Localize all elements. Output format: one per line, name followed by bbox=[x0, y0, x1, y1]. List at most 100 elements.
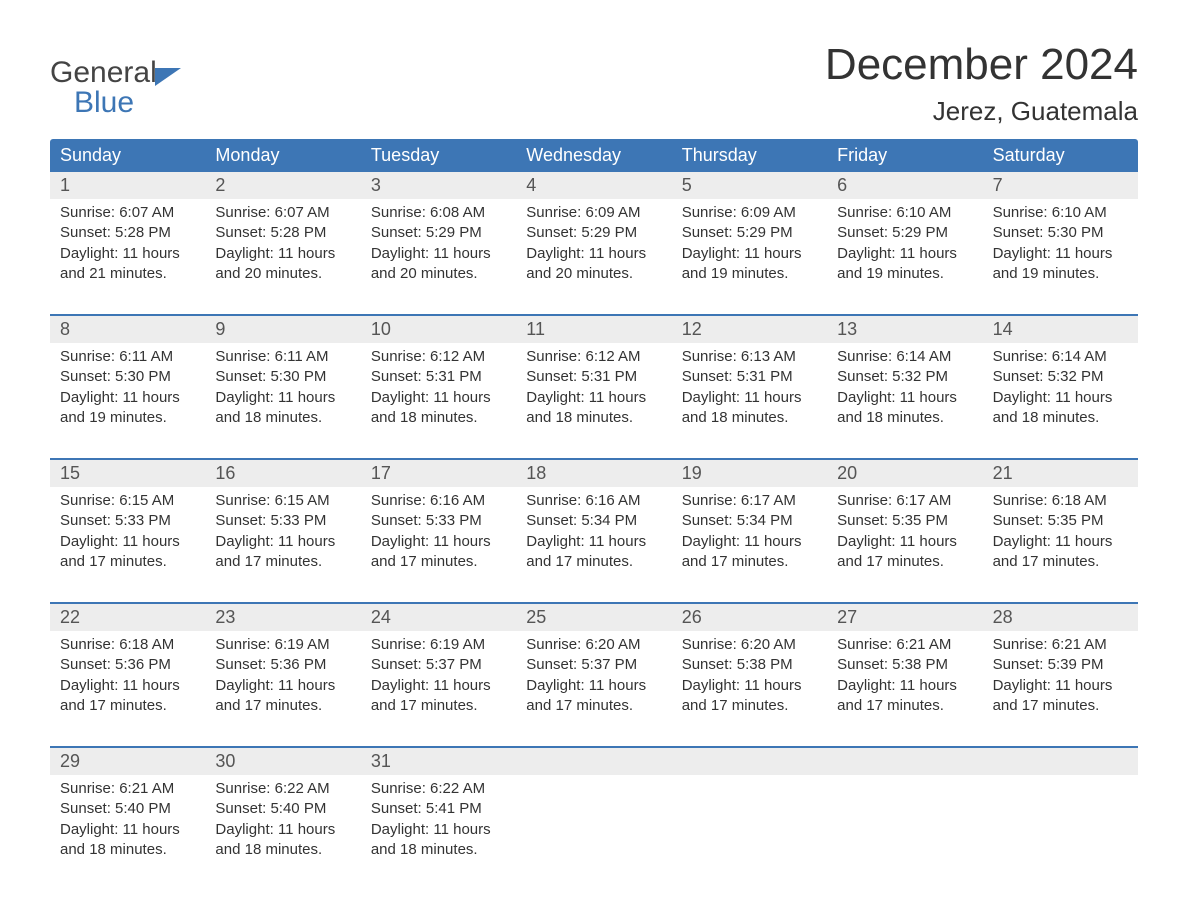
day-daylight1: Daylight: 11 hours bbox=[837, 676, 972, 696]
day-sunrise: Sunrise: 6:09 AM bbox=[526, 203, 661, 223]
logo-line1: General bbox=[50, 56, 157, 89]
day-number: 21 bbox=[983, 460, 1138, 487]
weekday-label: Tuesday bbox=[361, 139, 516, 172]
day-cell: Sunrise: 6:19 AMSunset: 5:37 PMDaylight:… bbox=[361, 631, 516, 724]
day-sunrise: Sunrise: 6:16 AM bbox=[526, 491, 661, 511]
day-daylight1: Daylight: 11 hours bbox=[215, 532, 350, 552]
weekday-label: Saturday bbox=[983, 139, 1138, 172]
day-number: 12 bbox=[672, 316, 827, 343]
day-sunrise: Sunrise: 6:21 AM bbox=[993, 635, 1128, 655]
day-daylight1: Daylight: 11 hours bbox=[837, 244, 972, 264]
day-cell: Sunrise: 6:11 AMSunset: 5:30 PMDaylight:… bbox=[205, 343, 360, 436]
day-cell: Sunrise: 6:15 AMSunset: 5:33 PMDaylight:… bbox=[50, 487, 205, 580]
day-daylight1: Daylight: 11 hours bbox=[371, 244, 506, 264]
day-body-row: Sunrise: 6:21 AMSunset: 5:40 PMDaylight:… bbox=[50, 775, 1138, 868]
day-number: 19 bbox=[672, 460, 827, 487]
page-header: General Blue December 2024 Jerez, Guatem… bbox=[50, 40, 1138, 127]
day-number-row: 891011121314 bbox=[50, 316, 1138, 343]
day-sunrise: Sunrise: 6:07 AM bbox=[60, 203, 195, 223]
day-daylight1: Daylight: 11 hours bbox=[60, 388, 195, 408]
day-sunrise: Sunrise: 6:17 AM bbox=[837, 491, 972, 511]
day-sunrise: Sunrise: 6:14 AM bbox=[993, 347, 1128, 367]
title-block: December 2024 Jerez, Guatemala bbox=[825, 40, 1138, 127]
day-number: 26 bbox=[672, 604, 827, 631]
day-sunrise: Sunrise: 6:19 AM bbox=[215, 635, 350, 655]
day-cell: Sunrise: 6:21 AMSunset: 5:40 PMDaylight:… bbox=[50, 775, 205, 868]
day-number: 29 bbox=[50, 748, 205, 775]
day-daylight2: and 17 minutes. bbox=[371, 552, 506, 572]
day-number bbox=[827, 748, 982, 775]
day-cell: Sunrise: 6:20 AMSunset: 5:37 PMDaylight:… bbox=[516, 631, 671, 724]
day-daylight2: and 18 minutes. bbox=[215, 408, 350, 428]
day-cell: Sunrise: 6:17 AMSunset: 5:34 PMDaylight:… bbox=[672, 487, 827, 580]
day-daylight2: and 18 minutes. bbox=[371, 408, 506, 428]
day-body-row: Sunrise: 6:18 AMSunset: 5:36 PMDaylight:… bbox=[50, 631, 1138, 724]
day-number: 8 bbox=[50, 316, 205, 343]
day-cell: Sunrise: 6:21 AMSunset: 5:39 PMDaylight:… bbox=[983, 631, 1138, 724]
day-number: 10 bbox=[361, 316, 516, 343]
day-sunrise: Sunrise: 6:10 AM bbox=[993, 203, 1128, 223]
weekday-label: Sunday bbox=[50, 139, 205, 172]
weekday-header-row: Sunday Monday Tuesday Wednesday Thursday… bbox=[50, 139, 1138, 172]
day-sunrise: Sunrise: 6:19 AM bbox=[371, 635, 506, 655]
day-daylight2: and 18 minutes. bbox=[60, 840, 195, 860]
day-sunset: Sunset: 5:35 PM bbox=[837, 511, 972, 531]
day-number: 17 bbox=[361, 460, 516, 487]
day-cell: Sunrise: 6:10 AMSunset: 5:30 PMDaylight:… bbox=[983, 199, 1138, 292]
day-daylight2: and 20 minutes. bbox=[215, 264, 350, 284]
day-daylight1: Daylight: 11 hours bbox=[371, 532, 506, 552]
day-daylight2: and 18 minutes. bbox=[837, 408, 972, 428]
day-daylight1: Daylight: 11 hours bbox=[371, 388, 506, 408]
day-sunset: Sunset: 5:29 PM bbox=[526, 223, 661, 243]
day-number bbox=[983, 748, 1138, 775]
day-sunset: Sunset: 5:30 PM bbox=[60, 367, 195, 387]
day-cell: Sunrise: 6:14 AMSunset: 5:32 PMDaylight:… bbox=[827, 343, 982, 436]
day-number: 31 bbox=[361, 748, 516, 775]
day-cell: Sunrise: 6:12 AMSunset: 5:31 PMDaylight:… bbox=[516, 343, 671, 436]
day-number-row: 15161718192021 bbox=[50, 460, 1138, 487]
day-daylight1: Daylight: 11 hours bbox=[371, 820, 506, 840]
day-daylight2: and 17 minutes. bbox=[371, 696, 506, 716]
day-sunset: Sunset: 5:40 PM bbox=[215, 799, 350, 819]
day-daylight2: and 21 minutes. bbox=[60, 264, 195, 284]
day-sunset: Sunset: 5:29 PM bbox=[371, 223, 506, 243]
day-sunrise: Sunrise: 6:17 AM bbox=[682, 491, 817, 511]
day-daylight2: and 17 minutes. bbox=[215, 696, 350, 716]
day-sunset: Sunset: 5:34 PM bbox=[682, 511, 817, 531]
day-sunset: Sunset: 5:31 PM bbox=[682, 367, 817, 387]
week-block: 22232425262728Sunrise: 6:18 AMSunset: 5:… bbox=[50, 602, 1138, 724]
day-sunset: Sunset: 5:38 PM bbox=[837, 655, 972, 675]
day-sunrise: Sunrise: 6:10 AM bbox=[837, 203, 972, 223]
day-daylight1: Daylight: 11 hours bbox=[60, 676, 195, 696]
logo-line2: Blue bbox=[50, 86, 134, 119]
day-daylight1: Daylight: 11 hours bbox=[526, 244, 661, 264]
day-daylight1: Daylight: 11 hours bbox=[526, 676, 661, 696]
day-daylight1: Daylight: 11 hours bbox=[60, 820, 195, 840]
day-daylight1: Daylight: 11 hours bbox=[993, 388, 1128, 408]
day-number: 5 bbox=[672, 172, 827, 199]
day-daylight1: Daylight: 11 hours bbox=[993, 676, 1128, 696]
day-daylight2: and 17 minutes. bbox=[60, 696, 195, 716]
day-cell: Sunrise: 6:20 AMSunset: 5:38 PMDaylight:… bbox=[672, 631, 827, 724]
day-sunset: Sunset: 5:38 PM bbox=[682, 655, 817, 675]
day-cell: Sunrise: 6:13 AMSunset: 5:31 PMDaylight:… bbox=[672, 343, 827, 436]
day-daylight2: and 17 minutes. bbox=[682, 696, 817, 716]
day-sunrise: Sunrise: 6:20 AM bbox=[682, 635, 817, 655]
day-daylight1: Daylight: 11 hours bbox=[526, 388, 661, 408]
day-daylight2: and 17 minutes. bbox=[526, 552, 661, 572]
day-body-row: Sunrise: 6:11 AMSunset: 5:30 PMDaylight:… bbox=[50, 343, 1138, 436]
week-block: 891011121314Sunrise: 6:11 AMSunset: 5:30… bbox=[50, 314, 1138, 436]
day-sunrise: Sunrise: 6:18 AM bbox=[993, 491, 1128, 511]
day-cell: Sunrise: 6:19 AMSunset: 5:36 PMDaylight:… bbox=[205, 631, 360, 724]
day-number: 14 bbox=[983, 316, 1138, 343]
day-number: 28 bbox=[983, 604, 1138, 631]
day-daylight2: and 17 minutes. bbox=[993, 696, 1128, 716]
day-daylight1: Daylight: 11 hours bbox=[215, 244, 350, 264]
logo-flag-icon bbox=[155, 64, 181, 90]
weekday-label: Friday bbox=[827, 139, 982, 172]
day-cell: Sunrise: 6:14 AMSunset: 5:32 PMDaylight:… bbox=[983, 343, 1138, 436]
day-cell: Sunrise: 6:09 AMSunset: 5:29 PMDaylight:… bbox=[516, 199, 671, 292]
day-sunrise: Sunrise: 6:07 AM bbox=[215, 203, 350, 223]
day-number: 23 bbox=[205, 604, 360, 631]
day-number: 1 bbox=[50, 172, 205, 199]
